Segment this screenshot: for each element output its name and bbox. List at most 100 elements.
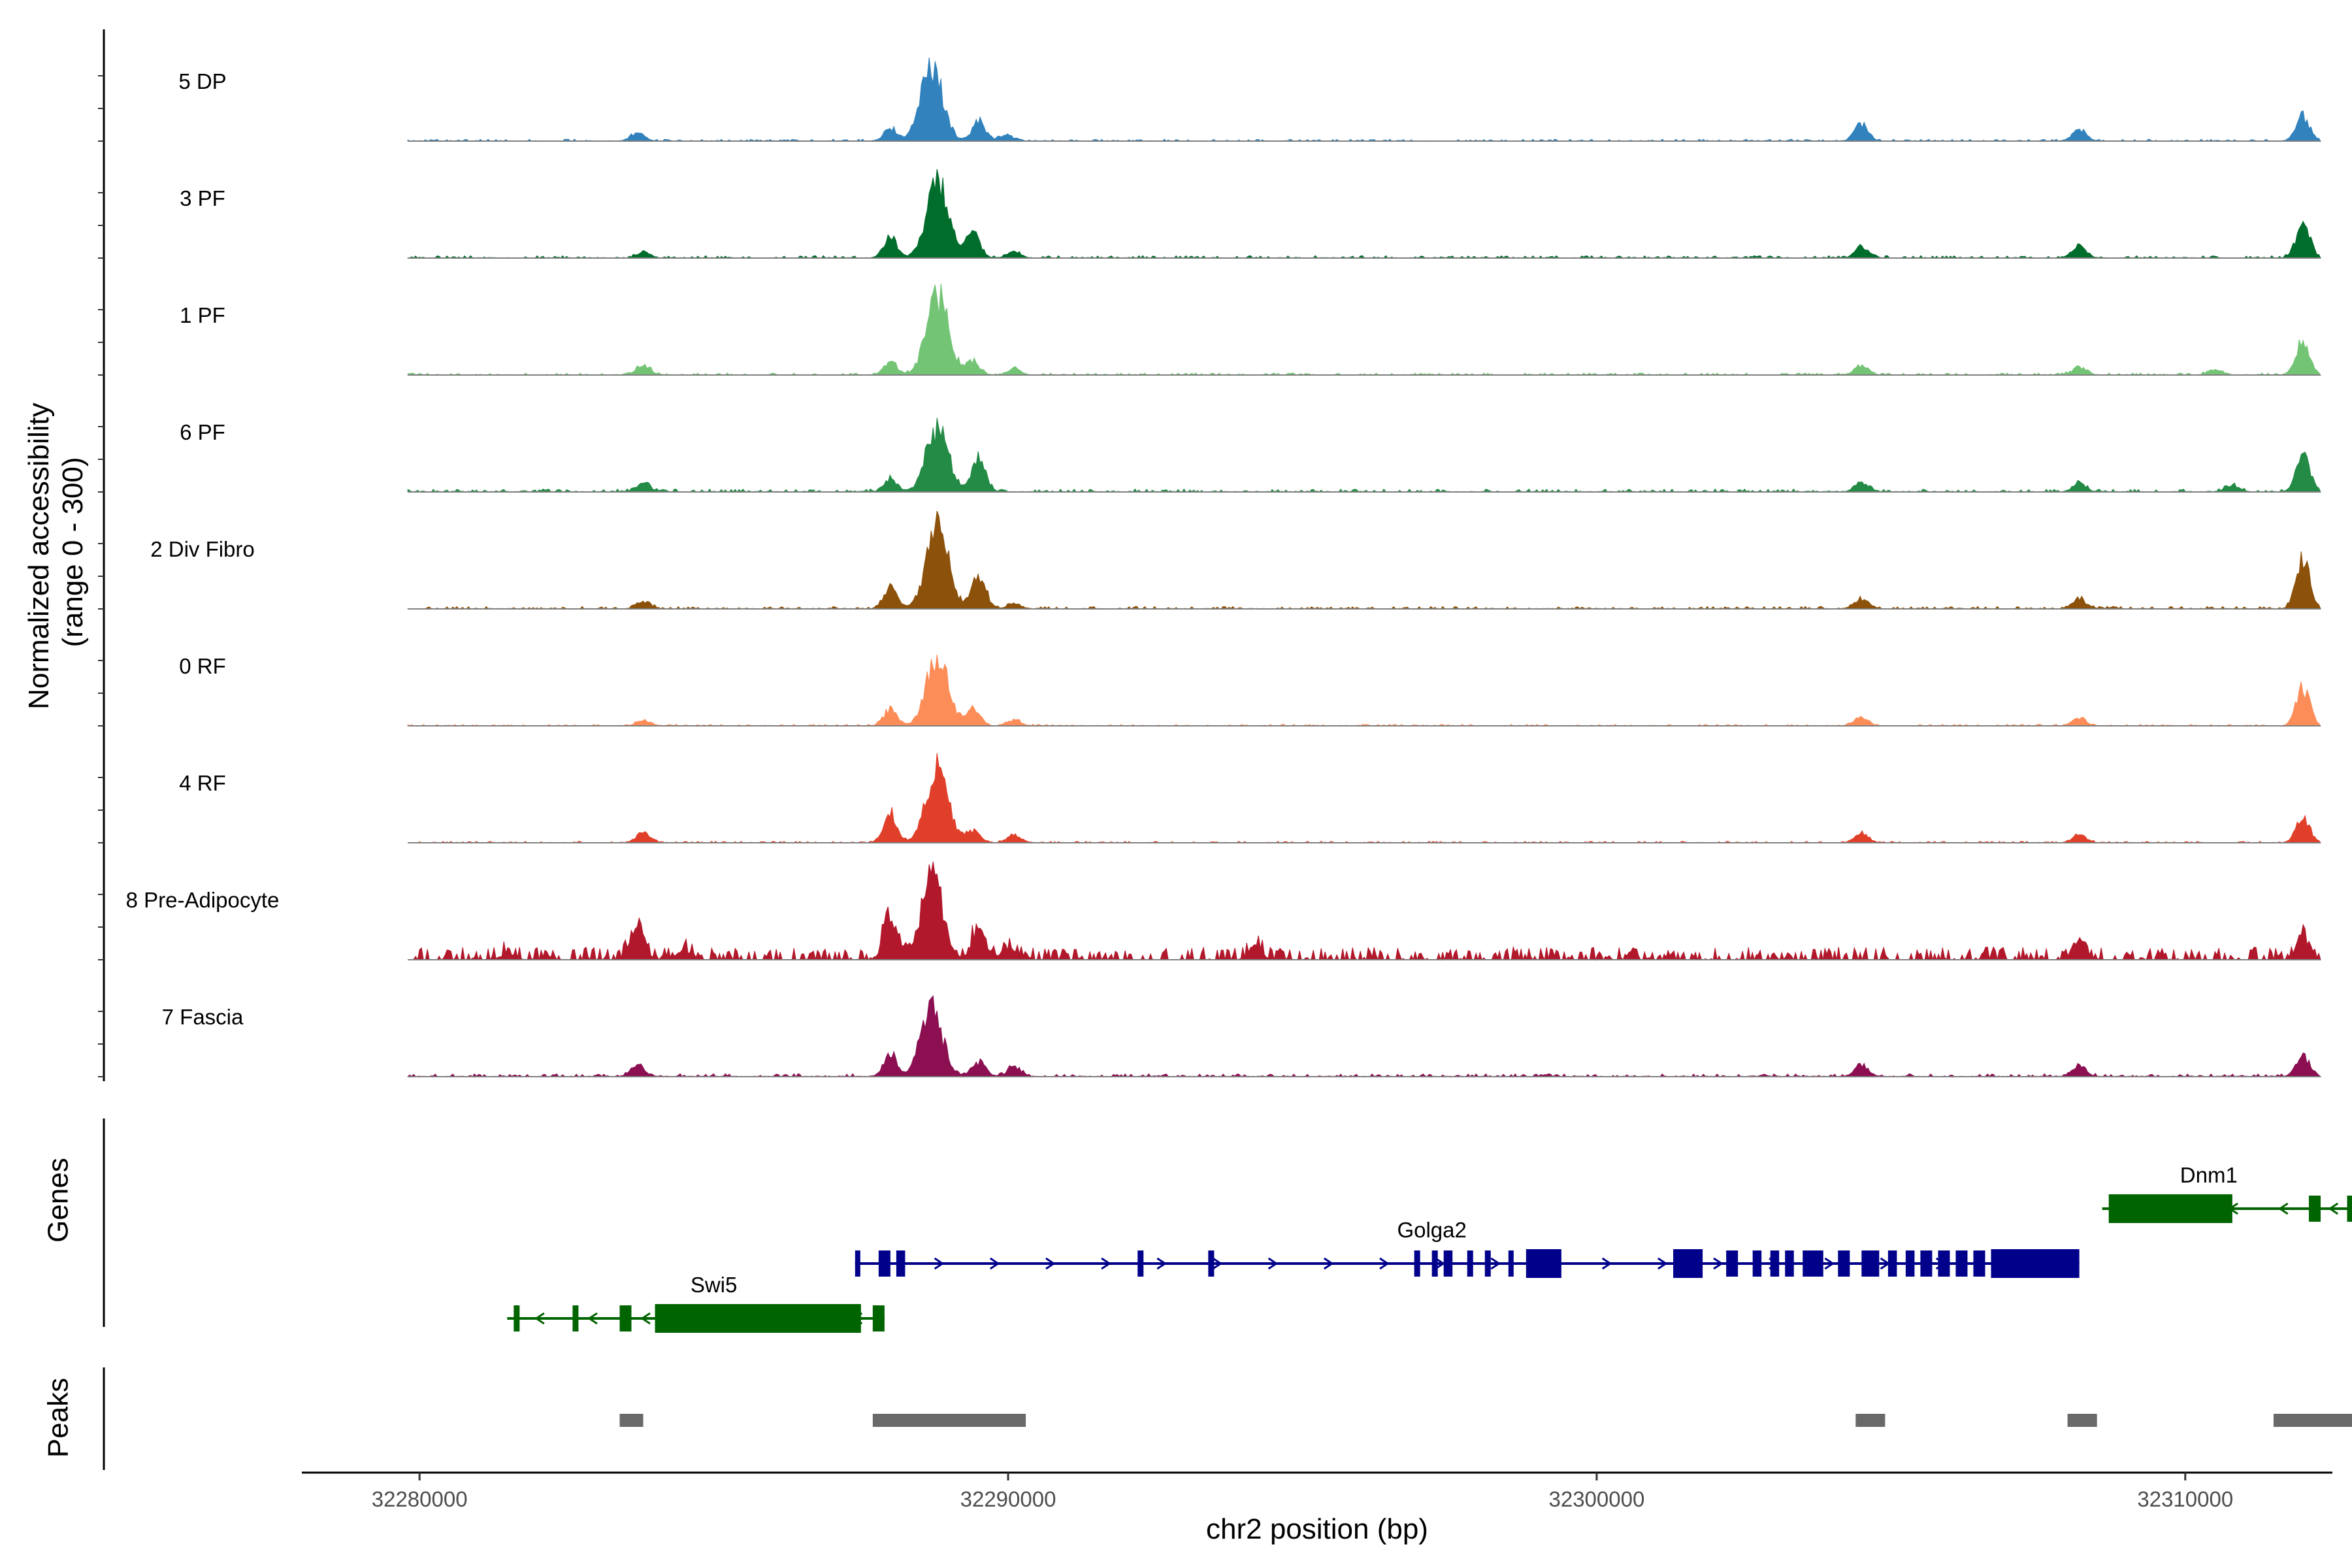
strand-arrow [1212, 1257, 1223, 1270]
gene-exon [514, 1305, 520, 1331]
x-tick-label: 32280000 [372, 1487, 468, 1511]
gene-exon [2308, 1196, 2321, 1222]
gene-exon [1431, 1250, 1438, 1277]
gene-label: Swi5 [691, 1273, 738, 1297]
strand-arrow [1824, 1257, 1835, 1270]
track-label: 2 Div Fibro [150, 537, 255, 561]
gene-exon [1726, 1250, 1739, 1277]
strand-arrow [989, 1257, 1000, 1270]
strand-arrow [1379, 1257, 1390, 1270]
gene-exon [1973, 1250, 1985, 1277]
track-label: 0 RF [179, 654, 226, 678]
peak-region [619, 1414, 644, 1427]
peak-regions [619, 1414, 2352, 1427]
strand-arrow [1045, 1257, 1056, 1270]
gene-annotations: Swi5 Golga2 Dnm1 [507, 1163, 2352, 1333]
strand-arrow [534, 1312, 545, 1325]
gene-exon [1443, 1250, 1453, 1277]
gene-exon [1955, 1250, 1968, 1277]
gene-dnm1: Dnm1 [2102, 1163, 2352, 1223]
track-label: 8 Pre-Adipocyte [126, 888, 280, 912]
gene-exon [619, 1305, 632, 1331]
coverage-area [407, 417, 2321, 493]
x-tick-label: 32290000 [960, 1487, 1056, 1511]
strand-arrow [1490, 1257, 1501, 1270]
coverage-track: 7 Fascia [162, 995, 2322, 1077]
strand-arrow [2328, 1202, 2339, 1215]
coverage-area [407, 510, 2321, 610]
gene-exon [1508, 1250, 1514, 1277]
gene-golga2: Golga2 [855, 1218, 2080, 1278]
strand-arrow [640, 1312, 651, 1325]
strand-arrow [1601, 1257, 1612, 1270]
gene-exon [1785, 1250, 1794, 1277]
genes-panel-label: Genes [42, 1158, 74, 1243]
gene-exon [1752, 1250, 1762, 1277]
x-axis-title: chr2 position (bp) [1206, 1513, 1428, 1545]
gene-exon [855, 1250, 860, 1277]
gene-exon [655, 1304, 861, 1333]
track-label: 5 DP [178, 69, 226, 93]
gene-exon [1484, 1250, 1491, 1277]
gene-exon [1770, 1250, 1780, 1277]
coverage-area [408, 753, 2321, 843]
gene-exon [878, 1250, 890, 1277]
strand-arrow [2278, 1202, 2289, 1215]
peak-region [872, 1414, 1026, 1427]
coverage-track: 1 PF [180, 284, 2321, 376]
x-tick-label: 32300000 [1548, 1487, 1644, 1511]
track-label: 1 PF [180, 303, 225, 327]
peaks-panel-label: Peaks [42, 1378, 74, 1458]
coverage-area [407, 169, 2321, 259]
coverage-area [408, 861, 2321, 961]
gene-swi5: Swi5 [507, 1273, 885, 1333]
gene-exon [1838, 1250, 1850, 1277]
gene-exon [1938, 1250, 1950, 1277]
coverage-tracks: 5 DP 3 PF 1 PF 6 PF 2 Div Fibro 0 RF 4 RF 8 Pre… [98, 29, 2322, 1081]
peak-region [2273, 1414, 2352, 1427]
coverage-track: 8 Pre-Adipocyte [126, 861, 2321, 961]
coverage-track: 5 DP [178, 57, 2321, 142]
coverage-area [407, 57, 2321, 142]
gene-exon [1137, 1250, 1144, 1277]
strand-arrow [1435, 1257, 1445, 1270]
coverage-area [407, 654, 2321, 727]
strand-arrow [1657, 1257, 1668, 1270]
gene-exon [2108, 1194, 2232, 1223]
peak-region [2067, 1414, 2097, 1427]
gene-exon [572, 1305, 579, 1331]
peak-region [1855, 1414, 1886, 1427]
strand-arrow [1267, 1257, 1279, 1270]
gene-exon [1208, 1250, 1215, 1277]
x-tick-label: 32310000 [2137, 1487, 2233, 1511]
gene-exon [2347, 1196, 2352, 1222]
coverage-area [407, 284, 2321, 376]
coverage-track: 6 PF [180, 417, 2321, 493]
y-axis-title-line1: Normalized accessibility [23, 402, 55, 709]
strand-arrow [1156, 1257, 1167, 1270]
coverage-track: 2 Div Fibro [150, 510, 2321, 610]
coverage-track: 4 RF [179, 753, 2321, 843]
gene-exon [872, 1305, 885, 1331]
gene-exon [1803, 1250, 1823, 1277]
gene-exon [1526, 1249, 1561, 1278]
strand-arrow [1323, 1257, 1334, 1270]
gene-exon [896, 1250, 906, 1277]
gene-exon [1991, 1249, 2080, 1278]
y-axis-title: Normalized accessibility (range 0 - 300) [23, 395, 89, 710]
gene-label: Golga2 [1397, 1218, 1466, 1242]
gene-exon [1861, 1250, 1880, 1277]
gene-exon [1920, 1250, 1933, 1277]
coverage-track: 3 PF [180, 169, 2321, 259]
strand-arrow [1713, 1257, 1723, 1270]
gene-exon [1673, 1249, 1703, 1278]
gene-label: Dnm1 [2180, 1163, 2238, 1187]
x-axis-ticks: 32280000 32290000 32300000 32310000 [372, 1473, 2233, 1511]
y-axis-title-line2: (range 0 - 300) [57, 457, 89, 647]
track-label: 6 PF [180, 420, 225, 444]
gene-exon [1887, 1250, 1897, 1277]
coverage-area [407, 995, 2322, 1077]
gene-exon [1467, 1250, 1473, 1277]
track-label: 3 PF [180, 186, 225, 210]
